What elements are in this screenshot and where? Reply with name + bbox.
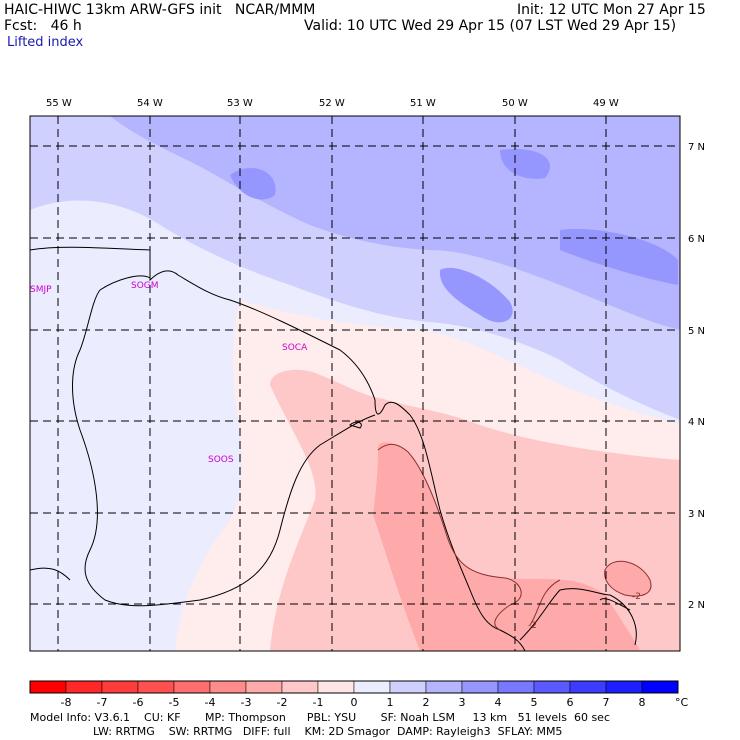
graticule [30,116,680,651]
positive-4-region [439,267,513,323]
valid-time: Valid: 10 UTC Wed 29 Apr 15 (07 LST Wed … [304,18,677,34]
colorbar-tick-label: 6 [567,696,574,709]
colorbar-swatch [641,680,679,694]
colorbar-tick-label: 1 [387,696,394,709]
lon-label: 51 W [410,98,436,109]
model-info-line2: LW: RRTMG SW: RRTMG DIFF: full KM: 2D Sm… [30,725,563,738]
colorbar-swatch [173,680,211,694]
lat-label: 2 N [688,600,705,611]
negative-1-region [270,369,680,651]
colorbar-swatch [353,680,391,694]
lat-label: 7 N [688,142,705,153]
lon-label: 52 W [319,98,345,109]
colorbar-tick-label: 0 [351,696,358,709]
contour-labels: -2 -2 [528,592,641,631]
colorbar-tick-label: -4 [205,696,216,709]
station-soos: SOOS [208,455,234,465]
colorbar-swatch [281,680,319,694]
colorbar-swatch [245,680,283,694]
colorbar-swatch [605,680,643,694]
colorbar-swatch [65,680,103,694]
colorbar-swatch [137,680,175,694]
colorbar-unit: °C [675,696,689,709]
colorbar-tick-label: -6 [133,696,144,709]
colorbar-swatch [425,680,463,694]
map-frame [29,115,681,652]
station-sogm: SOGM [131,281,159,291]
contour-minus-2 [377,443,652,631]
colorbar-swatch [533,680,571,694]
lifted-index-field [30,116,680,651]
lat-labels: 7 N 6 N 5 N 4 N 3 N 2 N [688,142,705,611]
station-labels: SMJP SOGM SOCA SOOS [30,281,308,465]
field-name: Lifted index [7,35,84,50]
lat-label: 4 N [688,417,705,428]
lon-labels: 55 W 54 W 53 W 52 W 51 W 50 W 49 W [46,98,619,109]
positive-4-region [560,229,678,285]
colorbar-swatch [101,680,139,694]
colorbar-tick-label: -1 [313,696,324,709]
colorbar-tick-label: 5 [531,696,538,709]
lat-label: 6 N [688,234,705,245]
colorbar-tick-label: -3 [241,696,252,709]
lon-label: 53 W [227,98,253,109]
lon-label: 49 W [593,98,619,109]
colorbar-tick-label: -5 [169,696,180,709]
colorbar: -8 -7 -6 -5 -4 -3 -2 -1 0 1 2 3 4 5 6 7 8 °C [29,680,689,709]
negative-2-region [373,442,640,651]
colorbar-tick-label: -2 [277,696,288,709]
colorbar-swatch [317,680,355,694]
positive-4-region [500,149,550,179]
colorbar-swatch [209,680,247,694]
init-time: Init: 12 UTC Mon 27 Apr 15 [517,2,706,18]
lat-label: 3 N [688,509,705,520]
colorbar-swatch [497,680,535,694]
colorbar-tick-label: 7 [603,696,610,709]
colorbar-tick-label: 4 [495,696,502,709]
lon-label: 50 W [502,98,528,109]
colorbar-swatch [461,680,499,694]
negative-2-region [604,561,651,597]
positive-4-region [230,167,276,200]
forecast-hour: Fcst: 46 h [4,18,82,34]
colorbar-tick-label: 8 [639,696,646,709]
station-soca: SOCA [282,343,308,353]
lon-label: 54 W [137,98,163,109]
run-title: HAIC-HIWC 13km ARW-GFS init NCAR/MMM [4,2,316,18]
colorbar-tick-label: -8 [61,696,72,709]
colorbar-swatch [569,680,607,694]
colorbar-tick-label: -7 [97,696,108,709]
contour-label: -2 [632,592,641,602]
lat-label: 5 N [688,326,705,337]
contour-label: -2 [528,621,537,631]
colorbar-swatch [389,680,427,694]
model-info-line1: Model Info: V3.6.1 CU: KF MP: Thompson P… [30,711,610,724]
colorbar-frame [29,680,679,694]
colorbar-swatch [29,680,67,694]
station-smjp: SMJP [30,285,52,295]
colorbar-tick-label: 3 [459,696,466,709]
lon-label: 55 W [46,98,72,109]
colorbar-tick-label: 2 [423,696,430,709]
